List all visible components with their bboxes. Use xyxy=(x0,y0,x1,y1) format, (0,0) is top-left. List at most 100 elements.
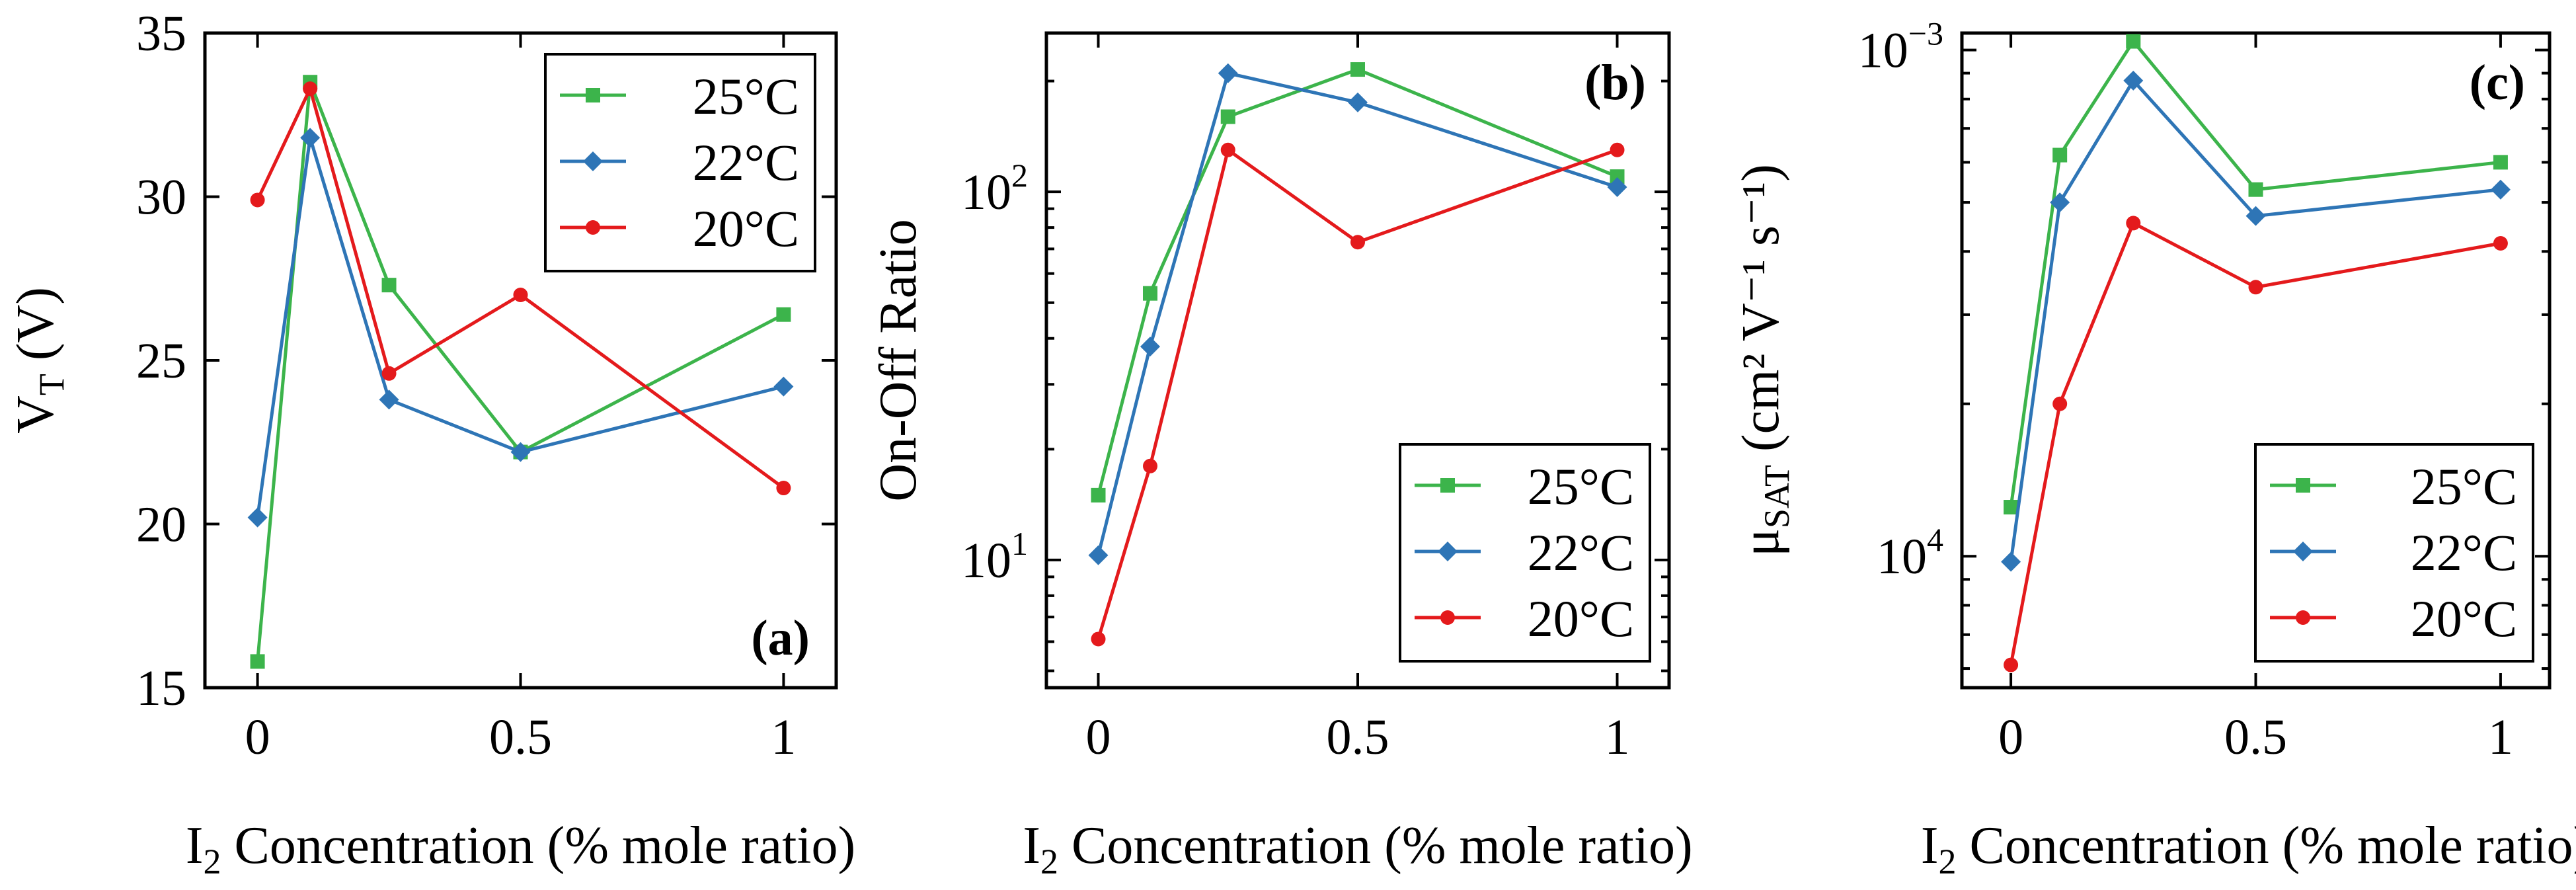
legend-swatch-marker xyxy=(1438,542,1458,561)
y-axis-label-rest: (V) xyxy=(7,287,65,374)
legend-swatch-marker xyxy=(583,151,603,171)
legend-entry: 22°C xyxy=(693,134,799,191)
x-axis-label: I2 Concentration (% mole ratio) xyxy=(186,817,855,881)
x-tick-label: 0.5 xyxy=(489,709,552,765)
panel-label: (c) xyxy=(2470,55,2525,110)
y-axis-label-main: V xyxy=(7,395,65,434)
legend-swatch-marker xyxy=(586,88,600,102)
data-point xyxy=(379,389,399,410)
y-axis-label: On-Off Ratio xyxy=(869,219,927,501)
series-20°C xyxy=(1091,142,1625,647)
legend-entry: 25°C xyxy=(2411,458,2517,515)
data-point xyxy=(776,307,791,322)
y-tick-label: 102 xyxy=(961,157,1028,220)
data-point xyxy=(300,128,321,148)
x-tick-label: 1 xyxy=(1605,709,1630,765)
data-point xyxy=(381,366,397,381)
data-point xyxy=(2001,551,2021,572)
series-22°C xyxy=(1088,63,1627,565)
y-tick-label-exponent: 2 xyxy=(1011,157,1028,194)
data-point xyxy=(2493,155,2508,170)
data-point xyxy=(250,654,265,669)
x-tick-label: 0 xyxy=(1086,709,1111,765)
series-20°C xyxy=(2004,216,2508,672)
y-tick-label: 15 xyxy=(136,661,186,716)
data-point xyxy=(1350,235,1365,250)
legend-entry: 20°C xyxy=(2411,590,2517,647)
legend-swatch-marker xyxy=(2296,478,2310,493)
data-point xyxy=(2123,70,2144,91)
series-22°C xyxy=(2001,70,2511,572)
x-axis-label-main: I xyxy=(186,817,204,875)
legend-entry: 25°C xyxy=(693,67,799,125)
series-line xyxy=(1097,67,1618,496)
y-tick-label: 25 xyxy=(136,333,186,389)
x-tick-label: 1 xyxy=(2488,709,2513,765)
legend: 25°C 22°C 20°C xyxy=(1399,443,1651,663)
data-point xyxy=(2052,147,2068,163)
data-point xyxy=(2248,280,2263,295)
legend-entry: 20°C xyxy=(1528,590,1634,647)
y-tick-label: 101 xyxy=(961,525,1028,588)
legend-swatch-marker xyxy=(1440,610,1455,625)
x-axis-label-main: I xyxy=(1023,817,1040,875)
data-point xyxy=(1350,62,1365,77)
series-22°C xyxy=(247,128,794,528)
data-point xyxy=(2126,34,2141,49)
data-point xyxy=(1140,337,1160,357)
data-point xyxy=(247,507,268,528)
data-point xyxy=(2126,216,2141,231)
data-point xyxy=(2248,182,2263,197)
y-tick-label-base: 10 xyxy=(961,165,1011,220)
data-point xyxy=(1220,142,1235,157)
y-tick-label: 104 xyxy=(1877,521,1943,585)
data-point xyxy=(776,481,791,496)
y-axis-label-main: μ xyxy=(1732,528,1790,557)
y-tick-label-base: 10 xyxy=(1858,23,1908,79)
x-tick-label: 1 xyxy=(771,709,796,765)
y-axis-label: VT (V) xyxy=(7,287,71,434)
y-tick-label-exponent: −3 xyxy=(1908,15,1943,52)
data-point xyxy=(381,278,397,293)
data-point xyxy=(303,81,318,97)
y-axis-label-main: On-Off Ratio xyxy=(869,219,927,501)
data-point xyxy=(510,442,531,462)
legend-entry: 22°C xyxy=(1528,524,1634,581)
data-point xyxy=(2052,396,2068,411)
data-point xyxy=(2004,500,2019,515)
x-axis-label: I2 Concentration (% mole ratio) xyxy=(1023,817,1692,881)
data-point xyxy=(513,288,528,302)
data-point xyxy=(1348,92,1368,112)
legend-entry: 25°C xyxy=(1528,458,1634,515)
y-tick-label-exponent: 4 xyxy=(1927,521,1943,558)
data-point xyxy=(2050,192,2070,213)
legend-entry: 20°C xyxy=(693,200,799,257)
data-point xyxy=(2490,179,2511,200)
x-axis-label: I2 Concentration (% mole ratio) xyxy=(1921,817,2576,881)
chart-panel-a: 0 0.5 1 15 20 25 30 35 I2 Concentration (% mole … xyxy=(7,6,855,881)
y-tick-label-base: 10 xyxy=(1877,529,1927,585)
legend: 25°C 22°C 20°C xyxy=(2254,443,2534,663)
data-point xyxy=(2493,236,2508,251)
data-point xyxy=(1091,487,1106,503)
y-tick-label-base: 10 xyxy=(961,533,1011,588)
series-20°C xyxy=(250,81,791,496)
x-tick-label: 0 xyxy=(1998,709,2023,765)
data-point xyxy=(1143,286,1157,301)
legend-entry: 22°C xyxy=(2411,524,2517,581)
x-tick-label: 0.5 xyxy=(1327,709,1389,765)
y-axis-label: μSAT (cm² V⁻¹ s⁻¹) xyxy=(1732,164,1797,557)
series-line xyxy=(2009,38,2501,508)
data-point xyxy=(1607,177,1627,198)
x-axis-label-subscript: 2 xyxy=(203,842,221,881)
series-25°C xyxy=(1091,62,1625,503)
y-tick-label: 20 xyxy=(136,497,186,553)
y-tick-label-exponent: 1 xyxy=(1011,525,1028,562)
x-axis-label-subscript: 2 xyxy=(1938,842,1956,881)
data-point xyxy=(250,192,265,208)
x-tick-label: 0 xyxy=(245,709,270,765)
panel-label: (b) xyxy=(1584,55,1646,110)
